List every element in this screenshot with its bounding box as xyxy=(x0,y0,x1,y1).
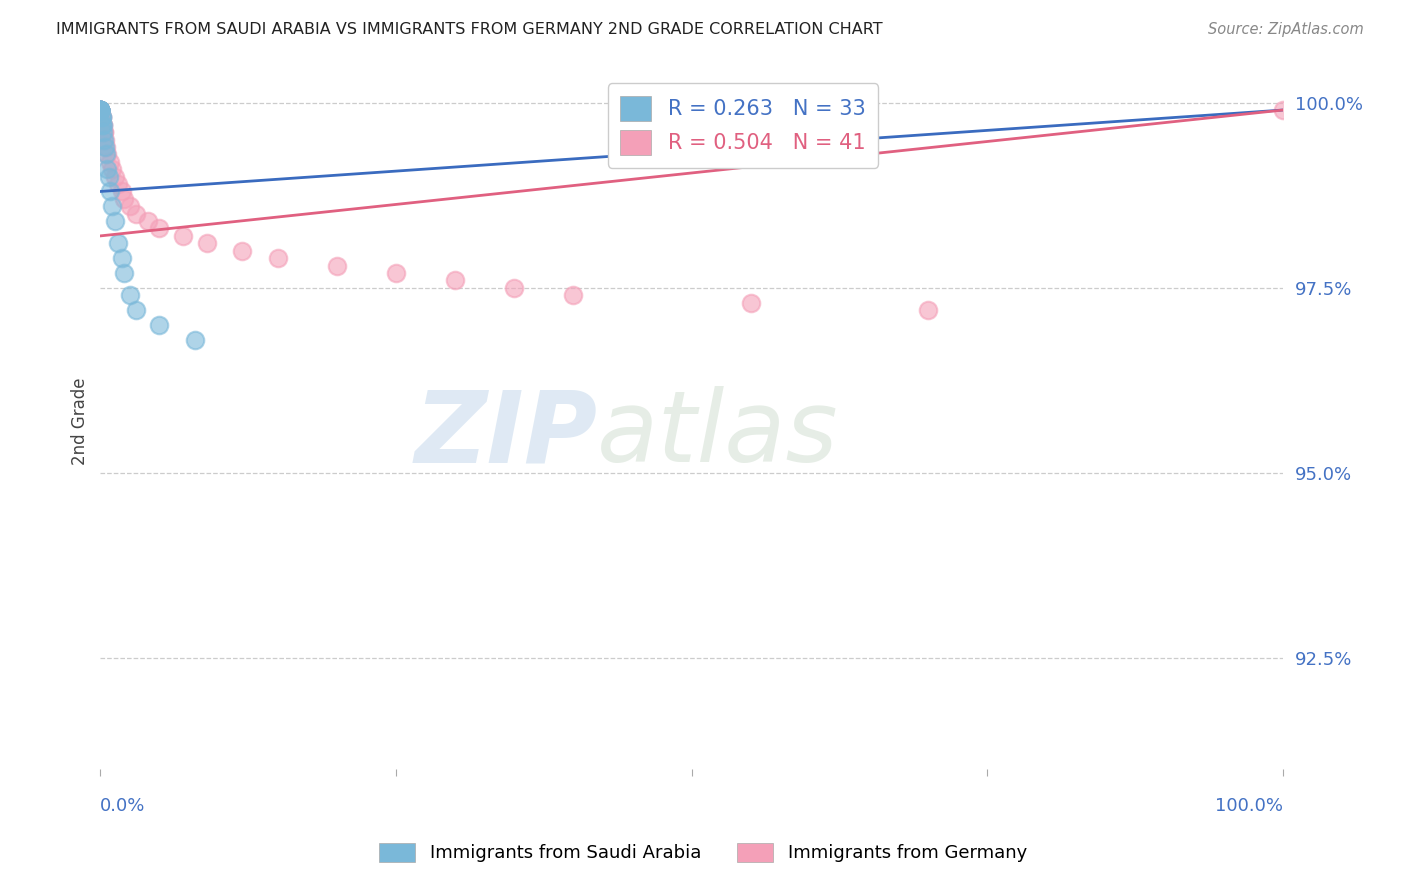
Point xyxy=(89,103,111,117)
Text: IMMIGRANTS FROM SAUDI ARABIA VS IMMIGRANTS FROM GERMANY 2ND GRADE CORRELATION CH: IMMIGRANTS FROM SAUDI ARABIA VS IMMIGRAN… xyxy=(56,22,883,37)
Point xyxy=(136,214,159,228)
Point xyxy=(91,125,114,139)
Text: ZIP: ZIP xyxy=(415,386,598,483)
Text: atlas: atlas xyxy=(598,386,839,483)
Text: 0.0%: 0.0% xyxy=(100,797,146,815)
Point xyxy=(89,103,111,117)
Point xyxy=(94,133,117,147)
Point xyxy=(107,177,129,191)
Point xyxy=(91,118,114,132)
Point xyxy=(89,103,111,117)
Point xyxy=(184,333,207,347)
Point xyxy=(90,111,112,125)
Point xyxy=(90,111,112,125)
Point xyxy=(97,169,120,184)
Point xyxy=(172,228,194,243)
Point xyxy=(93,133,115,147)
Point xyxy=(103,169,125,184)
Point xyxy=(96,140,118,154)
Point xyxy=(125,207,148,221)
Point xyxy=(103,214,125,228)
Text: 100.0%: 100.0% xyxy=(1215,797,1284,815)
Point xyxy=(98,154,121,169)
Point xyxy=(91,118,114,132)
Point xyxy=(267,251,290,265)
Point xyxy=(96,162,118,177)
Text: Source: ZipAtlas.com: Source: ZipAtlas.com xyxy=(1208,22,1364,37)
Point xyxy=(89,103,111,117)
Point xyxy=(89,103,111,117)
Y-axis label: 2nd Grade: 2nd Grade xyxy=(72,377,89,465)
Point xyxy=(111,185,134,199)
Point xyxy=(89,103,111,117)
Point xyxy=(89,103,111,117)
Point xyxy=(107,236,129,251)
Point xyxy=(96,147,118,161)
Legend: Immigrants from Saudi Arabia, Immigrants from Germany: Immigrants from Saudi Arabia, Immigrants… xyxy=(371,836,1035,870)
Point xyxy=(89,103,111,117)
Point xyxy=(125,302,148,317)
Point xyxy=(98,185,121,199)
Point xyxy=(89,103,111,117)
Point xyxy=(89,103,111,117)
Point xyxy=(101,162,124,177)
Point xyxy=(917,302,939,317)
Point xyxy=(148,221,170,235)
Point xyxy=(96,147,118,161)
Legend: R = 0.263   N = 33, R = 0.504   N = 41: R = 0.263 N = 33, R = 0.504 N = 41 xyxy=(607,83,879,168)
Point xyxy=(89,103,111,117)
Point xyxy=(118,288,141,302)
Point xyxy=(89,103,111,117)
Point xyxy=(231,244,253,258)
Point xyxy=(90,111,112,125)
Point xyxy=(89,103,111,117)
Point xyxy=(740,103,762,117)
Point xyxy=(90,118,112,132)
Point xyxy=(112,266,135,280)
Point xyxy=(90,111,112,125)
Point xyxy=(385,266,408,280)
Point xyxy=(562,288,585,302)
Point xyxy=(326,259,349,273)
Point xyxy=(89,103,111,117)
Point xyxy=(112,192,135,206)
Point xyxy=(94,140,117,154)
Point xyxy=(444,273,467,287)
Point xyxy=(111,251,134,265)
Point xyxy=(740,295,762,310)
Point xyxy=(101,199,124,213)
Point xyxy=(89,103,111,117)
Point xyxy=(148,318,170,332)
Point xyxy=(89,103,111,117)
Point xyxy=(93,125,115,139)
Point xyxy=(89,103,111,117)
Point xyxy=(91,118,114,132)
Point xyxy=(89,103,111,117)
Point xyxy=(1272,103,1295,117)
Point xyxy=(89,103,111,117)
Point xyxy=(195,236,218,251)
Point xyxy=(93,125,115,139)
Point xyxy=(89,103,111,117)
Point xyxy=(118,199,141,213)
Point xyxy=(503,281,526,295)
Point xyxy=(89,103,111,117)
Point xyxy=(89,103,111,117)
